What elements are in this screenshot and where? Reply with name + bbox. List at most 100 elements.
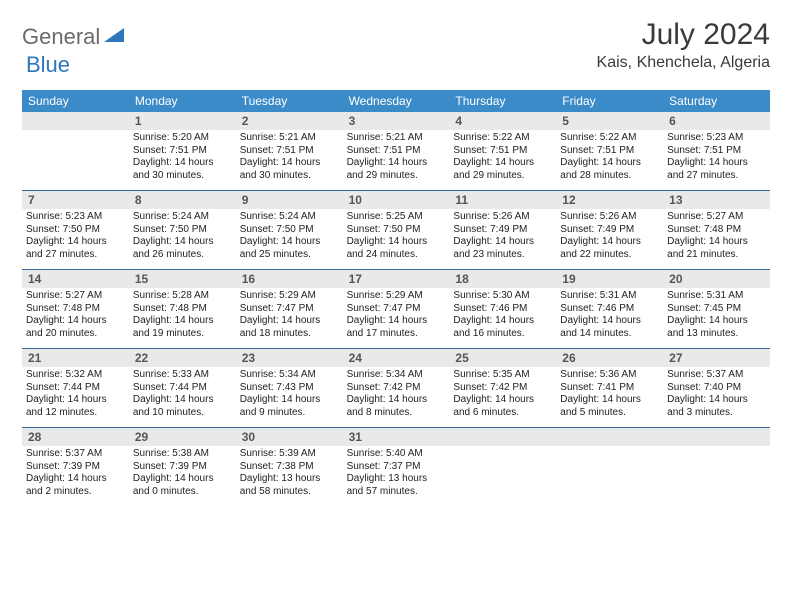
brand-logo: General	[22, 18, 128, 50]
day-info: Sunrise: 5:21 AMSunset: 7:51 PMDaylight:…	[347, 132, 446, 182]
day-number-bar: 10	[343, 191, 450, 209]
day-number-bar: 21	[22, 349, 129, 367]
day-number-bar: 19	[556, 270, 663, 288]
day-cell: 24 Sunrise: 5:34 AMSunset: 7:42 PMDayligh…	[343, 349, 450, 427]
day-cell: 29Sunrise: 5:38 AMSunset: 7:39 PMDayligh…	[129, 428, 236, 506]
day-info: Sunrise: 5:33 AMSunset: 7:44 PMDaylight:…	[133, 369, 232, 419]
day-number-bar: 29	[129, 428, 236, 446]
day-number: 14	[28, 272, 123, 286]
day-cell: 3 Sunrise: 5:21 AMSunset: 7:51 PMDaylight…	[343, 112, 450, 190]
day-info: Sunrise: 5:27 AMSunset: 7:48 PMDaylight:…	[26, 290, 125, 340]
weekday-sunday: Sunday	[22, 90, 129, 112]
day-number: 4	[455, 114, 550, 128]
day-number: 10	[349, 193, 444, 207]
day-cell: 2 Sunrise: 5:21 AMSunset: 7:51 PMDaylight…	[236, 112, 343, 190]
day-cell: 27 Sunrise: 5:37 AMSunset: 7:40 PMDayligh…	[663, 349, 770, 427]
day-info: Sunrise: 5:26 AMSunset: 7:49 PMDaylight:…	[453, 211, 552, 261]
day-cell: 26Sunrise: 5:36 AMSunset: 7:41 PMDayligh…	[556, 349, 663, 427]
title-block: July 2024 Kais, Khenchela, Algeria	[597, 18, 770, 72]
day-number-bar: 18	[449, 270, 556, 288]
brand-part2: Blue	[26, 52, 70, 77]
month-title: July 2024	[597, 18, 770, 52]
day-info: Sunrise: 5:35 AMSunset: 7:42 PMDaylight:…	[453, 369, 552, 419]
day-cell: 13 Sunrise: 5:27 AMSunset: 7:48 PMDayligh…	[663, 191, 770, 269]
day-number: 1	[135, 114, 230, 128]
day-cell: .	[663, 428, 770, 506]
day-info: Sunrise: 5:31 AMSunset: 7:45 PMDaylight:…	[667, 290, 766, 340]
day-number: 29	[135, 430, 230, 444]
day-number-bar: 1	[129, 112, 236, 130]
day-number: 30	[242, 430, 337, 444]
day-number: 25	[455, 351, 550, 365]
day-cell: 30 Sunrise: 5:39 AMSunset: 7:38 PMDayligh…	[236, 428, 343, 506]
day-info: Sunrise: 5:39 AMSunset: 7:38 PMDaylight:…	[240, 448, 339, 498]
day-cell: .	[449, 428, 556, 506]
day-number: 13	[669, 193, 764, 207]
day-number-bar: 27	[663, 349, 770, 367]
day-info: Sunrise: 5:26 AMSunset: 7:49 PMDaylight:…	[560, 211, 659, 261]
day-number: 26	[562, 351, 657, 365]
weekday-wednesday: Wednesday	[343, 90, 450, 112]
weekday-friday: Friday	[556, 90, 663, 112]
day-cell: 6Sunrise: 5:23 AMSunset: 7:51 PMDaylight…	[663, 112, 770, 190]
day-number: 12	[562, 193, 657, 207]
week-row: 7Sunrise: 5:23 AMSunset: 7:50 PMDaylight…	[22, 191, 770, 270]
day-number: 23	[242, 351, 337, 365]
day-info: Sunrise: 5:31 AMSunset: 7:46 PMDaylight:…	[560, 290, 659, 340]
day-info: Sunrise: 5:32 AMSunset: 7:44 PMDaylight:…	[26, 369, 125, 419]
day-number: 31	[349, 430, 444, 444]
day-number-bar: 2	[236, 112, 343, 130]
day-number: 28	[28, 430, 123, 444]
day-number-bar: 25	[449, 349, 556, 367]
day-cell: 31Sunrise: 5:40 AMSunset: 7:37 PMDayligh…	[343, 428, 450, 506]
day-cell: 23Sunrise: 5:34 AMSunset: 7:43 PMDayligh…	[236, 349, 343, 427]
day-number: 2	[242, 114, 337, 128]
day-number-bar: 26	[556, 349, 663, 367]
day-number-bar: .	[449, 428, 556, 446]
day-info: Sunrise: 5:27 AMSunset: 7:48 PMDaylight:…	[667, 211, 766, 261]
day-number-bar: 3	[343, 112, 450, 130]
day-number: 8	[135, 193, 230, 207]
location-label: Kais, Khenchela, Algeria	[597, 54, 770, 72]
day-cell: 28 Sunrise: 5:37 AMSunset: 7:39 PMDayligh…	[22, 428, 129, 506]
day-cell: 25 Sunrise: 5:35 AMSunset: 7:42 PMDayligh…	[449, 349, 556, 427]
day-info: Sunrise: 5:20 AMSunset: 7:51 PMDaylight:…	[133, 132, 232, 182]
day-number-bar: 12	[556, 191, 663, 209]
day-number-bar: 31	[343, 428, 450, 446]
day-info: Sunrise: 5:22 AMSunset: 7:51 PMDaylight:…	[453, 132, 552, 182]
day-number-bar: 14	[22, 270, 129, 288]
day-number-bar: .	[556, 428, 663, 446]
weekday-saturday: Saturday	[663, 90, 770, 112]
day-cell: 10Sunrise: 5:25 AMSunset: 7:50 PMDayligh…	[343, 191, 450, 269]
day-number-bar: 8	[129, 191, 236, 209]
day-number-bar: .	[663, 428, 770, 446]
day-number: 5	[562, 114, 657, 128]
day-number: 20	[669, 272, 764, 286]
brand-part1: General	[22, 24, 100, 50]
weekday-monday: Monday	[129, 90, 236, 112]
week-row: 21 Sunrise: 5:32 AMSunset: 7:44 PMDayligh…	[22, 349, 770, 428]
day-info: Sunrise: 5:34 AMSunset: 7:42 PMDaylight:…	[347, 369, 446, 419]
day-info: Sunrise: 5:24 AMSunset: 7:50 PMDaylight:…	[240, 211, 339, 261]
day-info: Sunrise: 5:37 AMSunset: 7:40 PMDaylight:…	[667, 369, 766, 419]
day-cell: 21 Sunrise: 5:32 AMSunset: 7:44 PMDayligh…	[22, 349, 129, 427]
day-info: Sunrise: 5:21 AMSunset: 7:51 PMDaylight:…	[240, 132, 339, 182]
day-cell: 12 Sunrise: 5:26 AMSunset: 7:49 PMDayligh…	[556, 191, 663, 269]
day-number-bar: 30	[236, 428, 343, 446]
day-number-bar: 4	[449, 112, 556, 130]
week-row: . 1 Sunrise: 5:20 AMSunset: 7:51 PMDayligh…	[22, 112, 770, 191]
day-number: 15	[135, 272, 230, 286]
day-number-bar: 6	[663, 112, 770, 130]
day-cell: .	[22, 112, 129, 190]
day-number: 24	[349, 351, 444, 365]
calendar-page: General July 2024 Kais, Khenchela, Alger…	[0, 0, 792, 524]
day-number-bar: 16	[236, 270, 343, 288]
day-cell: 7Sunrise: 5:23 AMSunset: 7:50 PMDaylight…	[22, 191, 129, 269]
day-number: 7	[28, 193, 123, 207]
day-cell: 11Sunrise: 5:26 AMSunset: 7:49 PMDayligh…	[449, 191, 556, 269]
day-info: Sunrise: 5:37 AMSunset: 7:39 PMDaylight:…	[26, 448, 125, 498]
day-info: Sunrise: 5:28 AMSunset: 7:48 PMDaylight:…	[133, 290, 232, 340]
day-info: Sunrise: 5:30 AMSunset: 7:46 PMDaylight:…	[453, 290, 552, 340]
day-cell: 15 Sunrise: 5:28 AMSunset: 7:48 PMDayligh…	[129, 270, 236, 348]
day-number-bar: 7	[22, 191, 129, 209]
